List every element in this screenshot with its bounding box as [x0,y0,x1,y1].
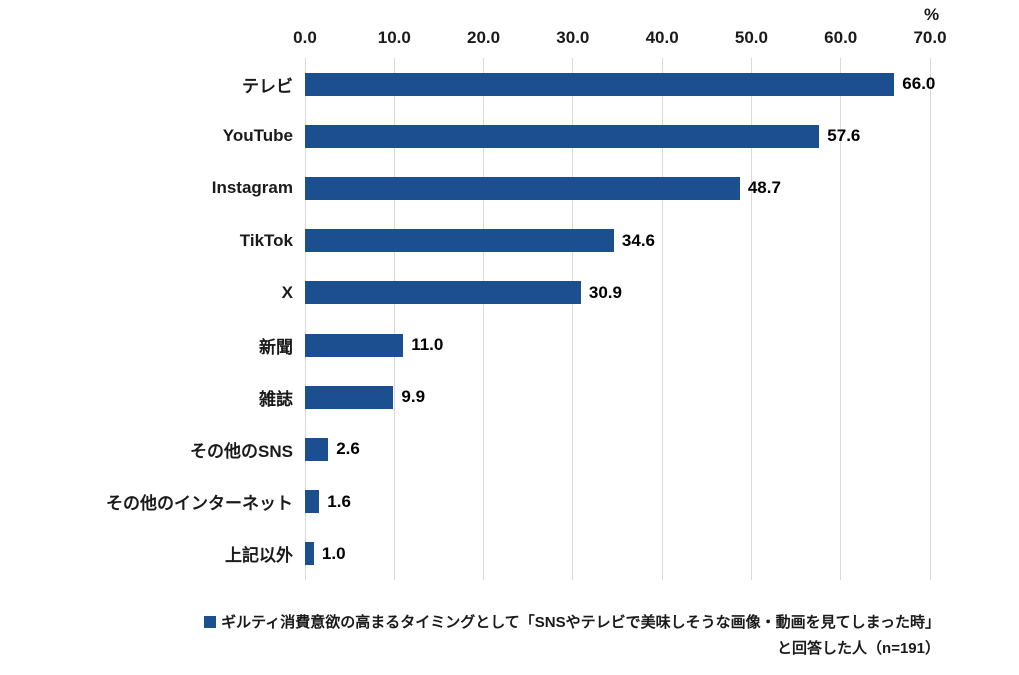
value-label: 48.7 [747,178,781,198]
x-axis: 0.0 10.0 20.0 30.0 40.0 50.0 60.0 70.0 [293,28,946,50]
gridline [840,58,842,580]
bar-row: 上記以外 1.0 [0,528,1019,580]
bar [305,385,394,409]
bar [305,490,320,514]
x-axis-tick: 60.0 [824,28,858,47]
row-plot: 1.0 [305,542,930,566]
value-label: 2.6 [336,439,360,459]
bar [305,333,404,357]
legend-text-1: ギルティ消費意欲の高まるタイミングとして「SNSやテレビで美味しそうな画像・動画… [221,614,940,631]
category-label: 雑誌 [259,389,293,409]
legend-line-1: ギルティ消費意欲の高まるタイミングとして「SNSやテレビで美味しそうな画像・動画… [0,610,940,636]
legend-line-2: と回答した人（n=191） [777,640,940,658]
bar-rows: テレビ 66.0 YouTube 57.6 Instagram 48.7 TikTok 34.… [0,58,1019,580]
row-plot: 57.6 [305,124,930,148]
bar [305,72,895,96]
bar [305,229,614,253]
value-label: 57.6 [827,126,861,146]
value-label: 11.0 [411,335,444,355]
value-label: 66.0 [902,74,936,94]
category-label: X [281,282,293,302]
value-label: 30.9 [588,282,622,302]
gridline [929,58,931,580]
category-label: 上記以外 [225,546,293,566]
row-plot: 1.6 [305,490,930,514]
row-plot: 66.0 [305,72,935,96]
gridlines [304,58,931,580]
value-label: 34.6 [621,230,656,250]
chart-legend: ギルティ消費意欲の高まるタイミングとして「SNSやテレビで美味しそうな画像・動画… [0,610,940,663]
bar [305,124,820,148]
value-label: 1.6 [327,491,351,511]
bar-row: X 30.9 [0,267,1019,319]
bar [305,281,581,305]
x-axis-tick: 70.0 [913,28,947,47]
gridline [661,58,663,580]
x-axis-tick: 10.0 [377,28,411,47]
x-axis-tick: 40.0 [645,28,679,47]
x-axis-tick: 50.0 [734,28,768,47]
bar [305,176,740,200]
bar-row: テレビ 66.0 [0,58,1019,110]
category-label: 新聞 [259,337,293,357]
bar-row: Instagram 48.7 [0,162,1019,214]
gridline [572,58,574,580]
bar-row: その他のインターネット 1.6 [0,476,1019,528]
category-label: YouTube [222,126,293,146]
gridline [304,58,306,580]
category-label: その他のSNS [190,441,293,461]
row-plot: 48.7 [305,176,930,200]
x-axis-tick: 20.0 [467,28,501,47]
bar-row: 新聞 11.0 [0,319,1019,371]
legend-swatch-icon [204,616,217,628]
bar [305,542,314,566]
gridline [750,58,752,580]
category-label: Instagram [211,178,293,198]
bar-row: TikTok 34.6 [0,215,1019,267]
row-plot: 2.6 [305,437,930,461]
row-plot: 30.9 [305,281,930,305]
row-plot: 11.0 [305,333,930,357]
bar [305,437,329,461]
bar-row: YouTube 57.6 [0,110,1019,162]
unit-label: % [924,5,940,24]
row-plot: 34.6 [305,229,930,253]
category-label: TikTok [239,230,293,250]
bar-row: 雑誌 9.9 [0,371,1019,423]
x-axis-tick: 30.0 [556,28,590,47]
gridline [483,58,485,580]
value-label: 1.0 [321,543,346,563]
bar-row: その他のSNS 2.6 [0,423,1019,475]
category-label: テレビ [242,76,293,96]
gridline [393,58,395,580]
value-label: 9.9 [401,387,426,407]
x-axis-tick: 0.0 [293,28,317,47]
category-label: その他のインターネット [106,494,293,514]
row-plot: 9.9 [305,385,930,409]
